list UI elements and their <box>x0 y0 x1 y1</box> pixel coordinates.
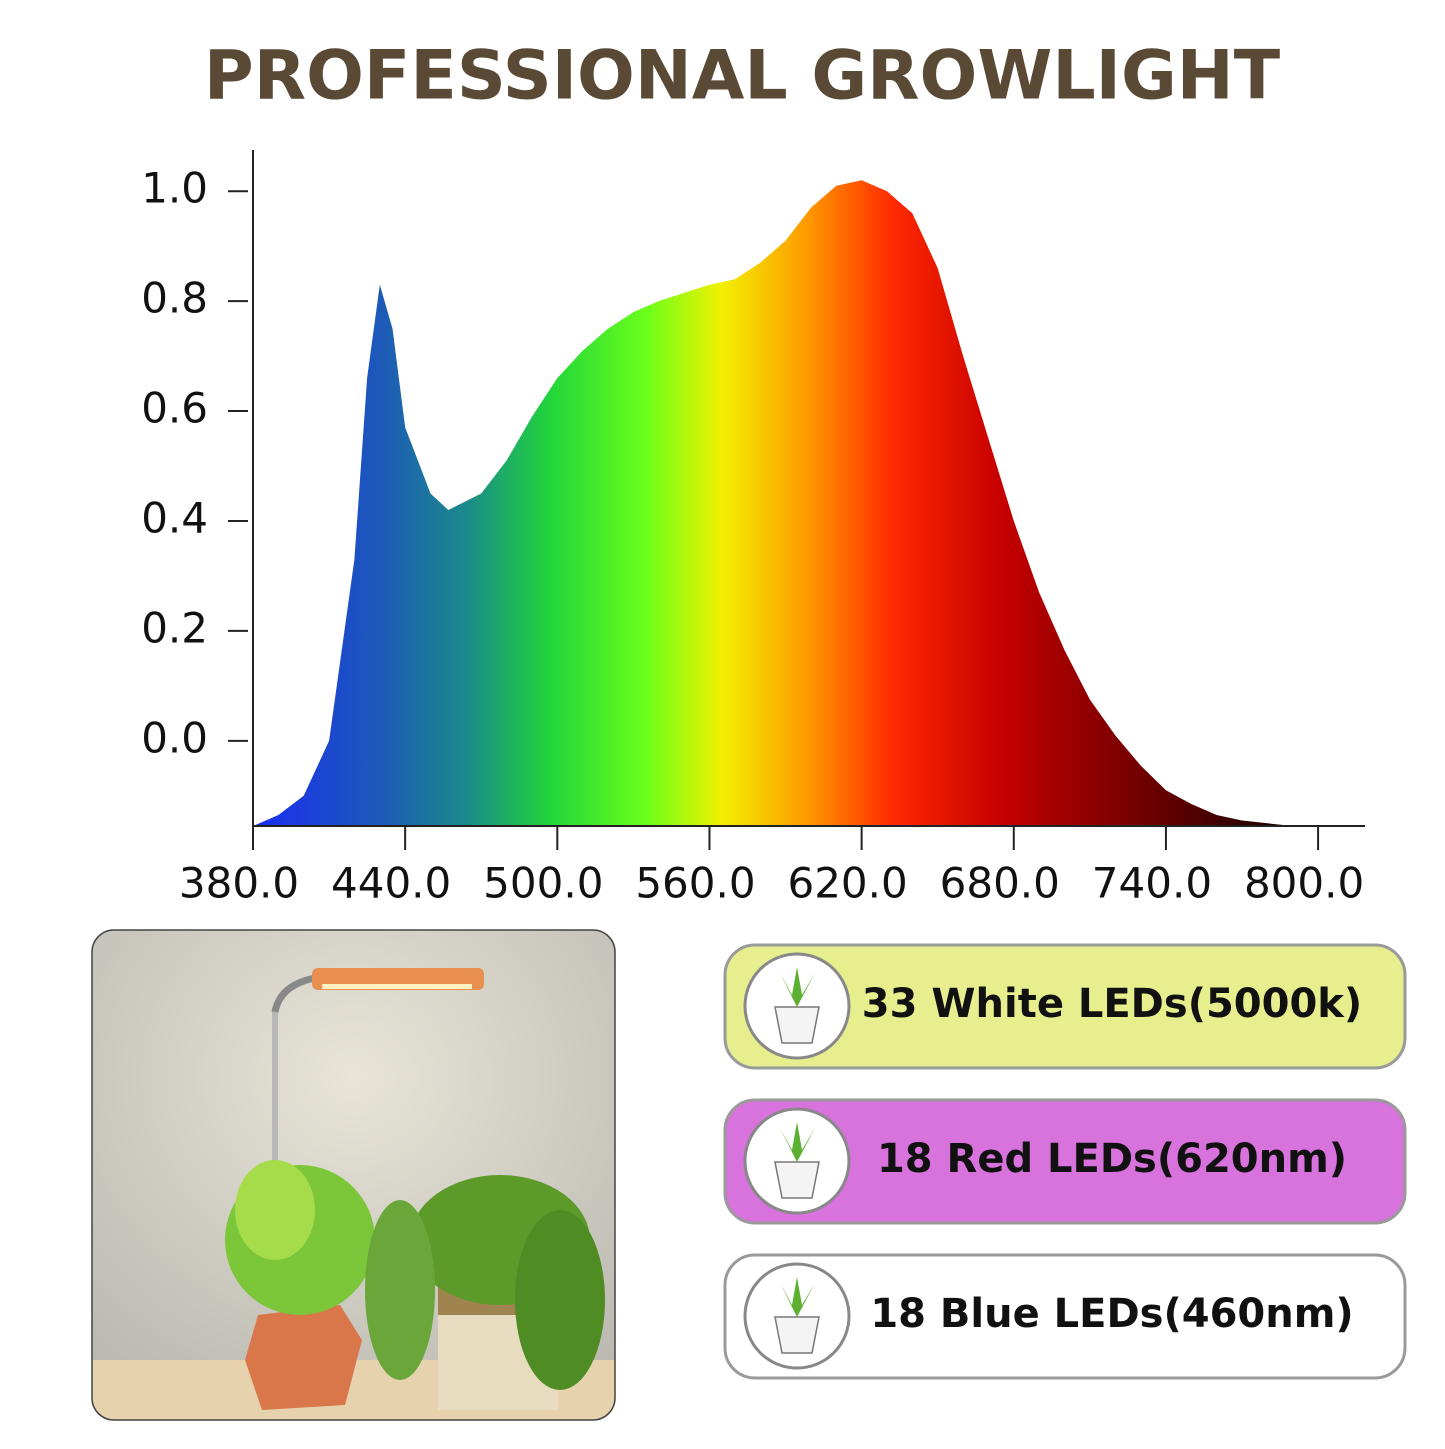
y-tick-label: 0.8 <box>141 274 208 323</box>
title: PROFESSIONAL GROWLIGHT <box>204 37 1281 116</box>
led-icon-pot <box>774 1316 820 1354</box>
led-icon-plant <box>780 1277 815 1317</box>
y-tick-label: 1.0 <box>141 164 208 213</box>
spectrum-area <box>253 180 1293 826</box>
chart: 0.0 0.2 0.4 0.6 0.8 1.0 380.0 440.0 500.0 560.0 62… <box>141 150 1365 908</box>
led-icon-pot <box>774 1161 820 1199</box>
x-tick-label: 620.0 <box>787 859 907 908</box>
x-tick-label: 380.0 <box>179 859 299 908</box>
led-badge <box>723 1253 1407 1380</box>
led-icon-pot <box>774 1006 820 1044</box>
y-tick-label: 0.2 <box>141 603 208 652</box>
x-tick-label: 500.0 <box>483 859 603 908</box>
led-badge <box>723 943 1407 1070</box>
x-tick-label: 680.0 <box>940 859 1060 908</box>
photo <box>92 930 615 1420</box>
led-label: 18 Red LEDs(620nm) <box>877 1136 1347 1182</box>
led-label: 18 Blue LEDs(460nm) <box>870 1291 1353 1337</box>
y-tick-label: 0.6 <box>141 384 208 433</box>
y-tick-label: 0.0 <box>141 713 208 762</box>
x-tick-label: 800.0 <box>1244 859 1364 908</box>
led-label: 33 White LEDs(5000k) <box>862 981 1362 1027</box>
led-icon-plant <box>780 967 815 1007</box>
led-list: 33 White LEDs(5000k) 18 Red LEDs(620nm) 18… <box>723 943 1407 1380</box>
photo-frame <box>91 929 616 1421</box>
y-tick-label: 0.4 <box>141 493 208 542</box>
led-badge <box>723 1098 1407 1225</box>
x-tick-label: 740.0 <box>1092 859 1212 908</box>
x-tick-label: 440.0 <box>331 859 451 908</box>
led-icon-plant <box>780 1122 815 1162</box>
x-tick-label: 560.0 <box>635 859 755 908</box>
